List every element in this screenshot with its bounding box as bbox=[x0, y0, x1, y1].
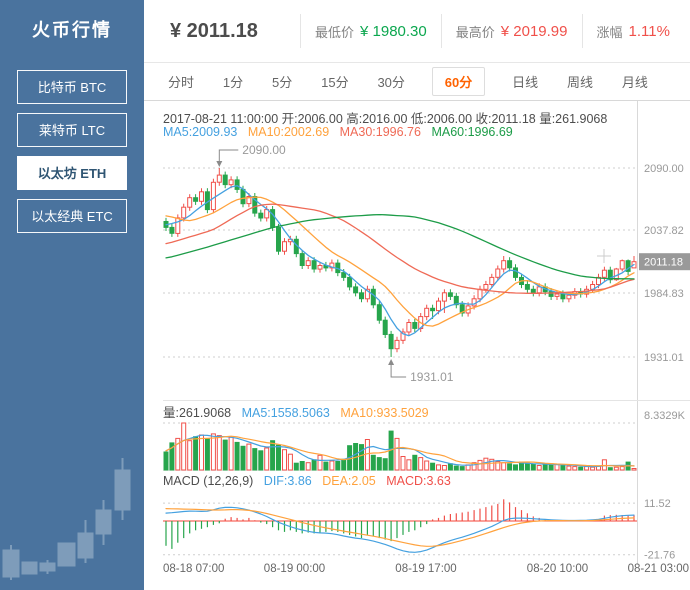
volume-ma10-value: MA10:933.5029 bbox=[340, 406, 429, 420]
svg-text:-21.76: -21.76 bbox=[644, 550, 675, 562]
stat-change-label: 涨幅 bbox=[596, 24, 623, 40]
ma30-value: MA30:1996.76 bbox=[339, 125, 421, 139]
ohlc-info-line: 2017-08-21 11:00:00 开:2006.00 高:2016.00 … bbox=[163, 112, 608, 126]
macd-value: MACD:3.63 bbox=[386, 474, 451, 488]
tab-15min[interactable]: 15分 bbox=[321, 75, 349, 90]
volume-ma5-value: MA5:1558.5063 bbox=[241, 406, 330, 420]
stat-low-value: ¥ 1980.30 bbox=[360, 22, 427, 40]
high-annotation: 2090.00 bbox=[216, 143, 286, 167]
app-title: 火币行情 bbox=[32, 20, 112, 40]
svg-text:2090.00: 2090.00 bbox=[644, 163, 684, 175]
dif-value: DIF:3.86 bbox=[263, 474, 312, 488]
kline-chart-canvas[interactable]: 2090.00 2037.82 1984.83 1931.01 2011.18 2090.… bbox=[144, 101, 690, 590]
stat-change: 涨幅 1.11% bbox=[581, 14, 684, 48]
sidebar-item-etc[interactable]: 以太经典 ETC bbox=[17, 199, 127, 233]
decorative-candles bbox=[2, 458, 131, 580]
macd-info-line: MACD (12,26,9) DIF:3.86 DEA:2.05 MACD:3.… bbox=[163, 474, 458, 488]
stat-change-value: 1.11% bbox=[628, 22, 670, 40]
tab-realtime[interactable]: 分时 bbox=[168, 75, 195, 90]
svg-text:08-20 10:00: 08-20 10:00 bbox=[527, 563, 588, 575]
time-axis: 08-18 07:00 08-19 00:00 08-19 17:00 08-20 1… bbox=[163, 563, 689, 575]
volume-value: 量:261.9068 bbox=[163, 406, 232, 420]
tab-5min[interactable]: 5分 bbox=[272, 75, 293, 90]
stat-high-label: 最高价 bbox=[455, 24, 495, 40]
crosshair-marker bbox=[597, 249, 611, 263]
price-header: ¥ 2011.18 最低价 ¥ 1980.30 最高价 ¥ 2019.99 涨幅… bbox=[144, 0, 690, 63]
svg-text:2037.82: 2037.82 bbox=[644, 225, 684, 237]
ma60-value: MA60:1996.69 bbox=[431, 125, 513, 139]
price-ma-lines bbox=[165, 185, 635, 337]
candlestick-series bbox=[163, 168, 637, 357]
tab-daily[interactable]: 日线 bbox=[512, 75, 539, 90]
tab-30min[interactable]: 30分 bbox=[377, 75, 405, 90]
svg-text:8.3329K: 8.3329K bbox=[644, 410, 686, 422]
svg-text:2090.00: 2090.00 bbox=[242, 143, 286, 157]
svg-text:08-19 17:00: 08-19 17:00 bbox=[395, 563, 456, 575]
tab-monthly[interactable]: 月线 bbox=[621, 75, 648, 90]
low-annotation: 1931.01 bbox=[388, 359, 454, 384]
tab-1min[interactable]: 1分 bbox=[222, 75, 244, 90]
svg-text:1984.83: 1984.83 bbox=[644, 288, 684, 300]
main-panel: ¥ 2011.18 最低价 ¥ 1980.30 最高价 ¥ 2019.99 涨幅… bbox=[144, 0, 690, 590]
sidebar-item-ltc[interactable]: 莱特币 LTC bbox=[17, 113, 127, 147]
svg-text:08-19 00:00: 08-19 00:00 bbox=[264, 563, 325, 575]
stat-low-label: 最低价 bbox=[315, 24, 355, 40]
current-price: ¥ 2011.18 bbox=[170, 19, 258, 42]
sidebar-item-eth[interactable]: 以太坊 ETH bbox=[17, 156, 127, 190]
timeframe-tabs: 分时 1分 5分 15分 30分 60分 日线 周线 月线 bbox=[144, 63, 690, 101]
ma10-value: MA10:2002.69 bbox=[247, 125, 330, 139]
macd-title: MACD (12,26,9) bbox=[163, 474, 254, 488]
sidebar-item-btc[interactable]: 比特币 BTC bbox=[17, 70, 127, 104]
svg-text:2011.18: 2011.18 bbox=[644, 257, 683, 269]
ma5-value: MA5:2009.93 bbox=[163, 125, 238, 139]
volume-pane: 8.3329K bbox=[163, 410, 686, 471]
tab-60min[interactable]: 60分 bbox=[431, 67, 486, 96]
volume-info-line: 量:261.9068 MA5:1558.5063 MA10:933.5029 bbox=[163, 402, 436, 421]
stat-low: 最低价 ¥ 1980.30 bbox=[300, 14, 441, 48]
stat-high-value: ¥ 2019.99 bbox=[500, 22, 568, 40]
svg-text:08-21 03:00: 08-21 03:00 bbox=[628, 563, 689, 575]
coin-menu: 比特币 BTC 莱特币 LTC 以太坊 ETH 以太经典 ETC bbox=[0, 70, 144, 233]
chart-frame bbox=[163, 101, 690, 565]
dea-value: DEA:2.05 bbox=[322, 474, 376, 488]
ma-info-line: MA5:2009.93 MA10:2002.69 MA30:1996.76 MA… bbox=[163, 125, 520, 139]
tab-weekly[interactable]: 周线 bbox=[567, 75, 594, 90]
svg-text:11.52: 11.52 bbox=[644, 498, 671, 510]
stat-high: 最高价 ¥ 2019.99 bbox=[440, 14, 582, 48]
svg-text:1931.01: 1931.01 bbox=[644, 352, 684, 364]
svg-text:1931.01: 1931.01 bbox=[410, 370, 454, 384]
chart-area: 2017-08-21 11:00:00 开:2006.00 高:2016.00 … bbox=[144, 101, 690, 590]
macd-pane: 11.52 -21.76 bbox=[163, 498, 675, 562]
current-price-tag bbox=[639, 253, 690, 271]
svg-text:08-18 07:00: 08-18 07:00 bbox=[163, 563, 224, 575]
sidebar: 火币行情 比特币 BTC 莱特币 LTC 以太坊 ETH 以太经典 ETC bbox=[0, 0, 144, 590]
